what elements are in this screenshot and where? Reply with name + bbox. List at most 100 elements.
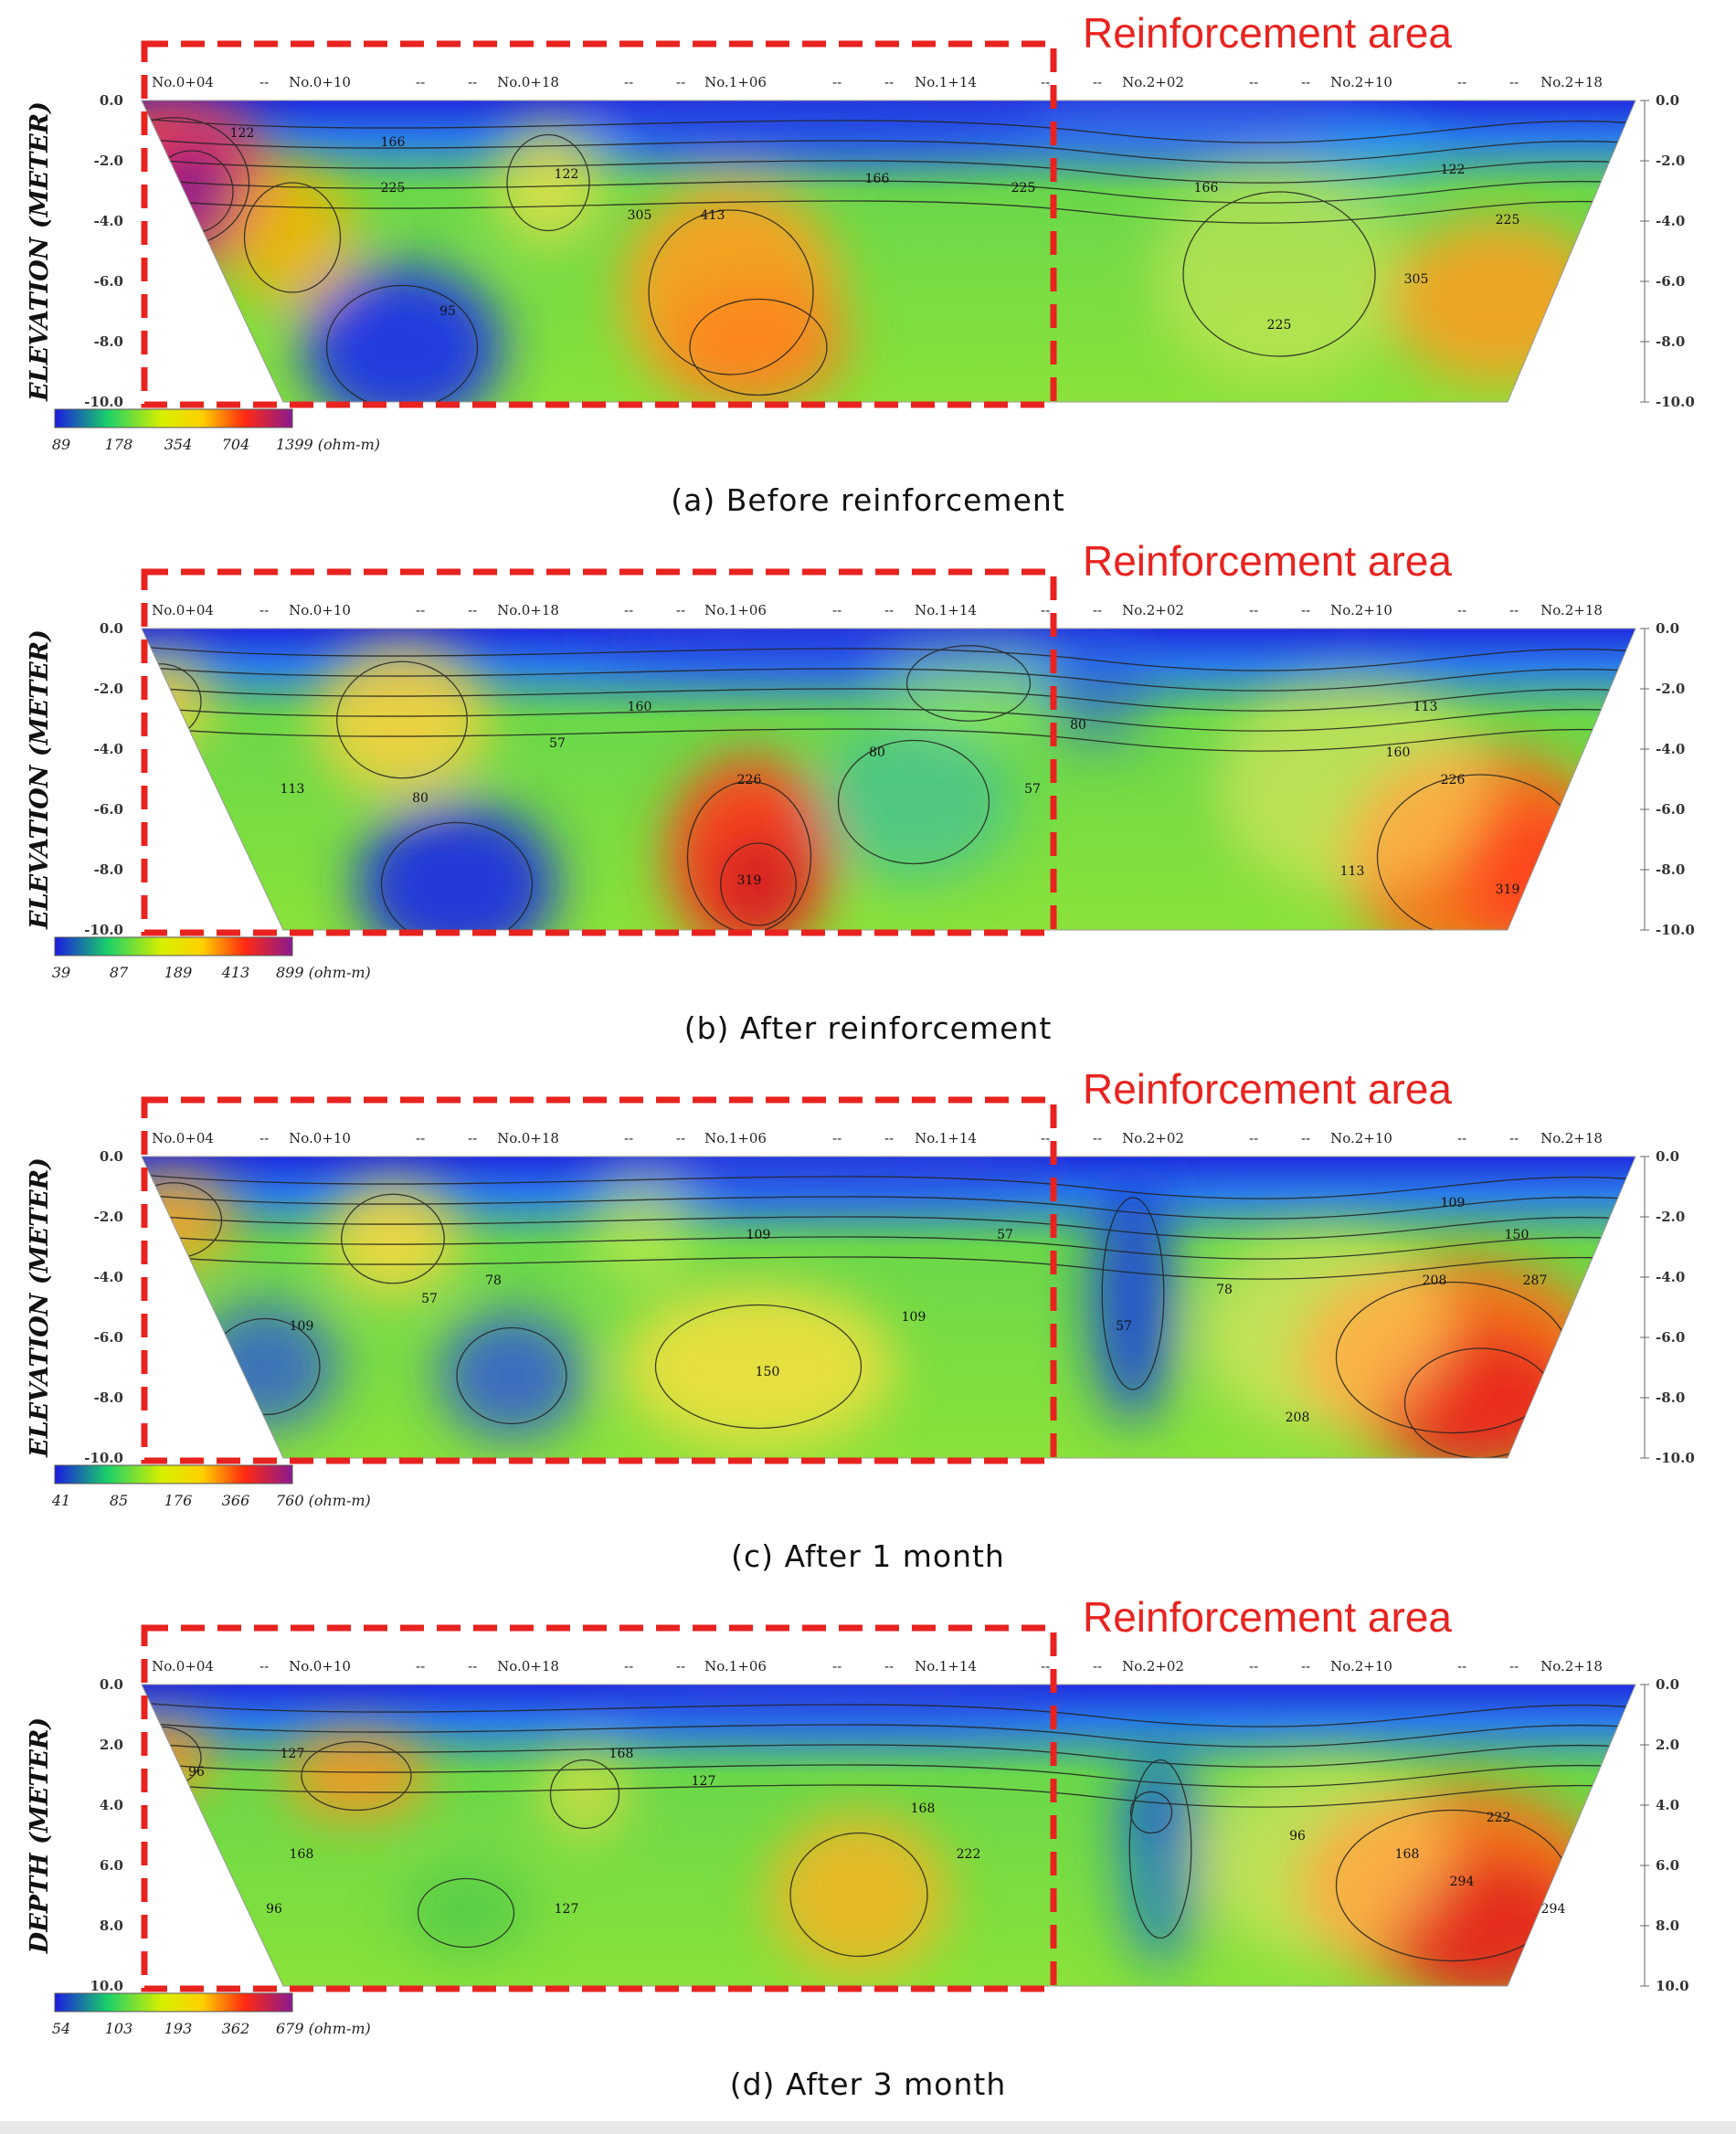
station-label: No.0+04 xyxy=(152,1130,214,1146)
resistivity-anomaly xyxy=(1389,219,1608,384)
contour-label: 166 xyxy=(1194,181,1219,195)
station-dash: -- xyxy=(1301,602,1310,618)
panel-b: 113 80 57 160 226 319 80 57 113 160 226 319 113 80 ELE… xyxy=(0,528,1736,1062)
reinforcement-area-label: Reinforcement area xyxy=(1083,1065,1452,1113)
station-dash: -- xyxy=(676,1658,685,1674)
contour-label: 168 xyxy=(1395,1847,1420,1862)
contour-label: 168 xyxy=(609,1747,634,1761)
station-dash: -- xyxy=(884,1130,894,1146)
contour-label: 95 xyxy=(439,304,456,319)
resistivity-section-c: 109 57 78 109 109 150 57 109 150 208 287 57 78 208 ELE… xyxy=(26,1065,1695,1509)
colorbar-tick: 1399 (ohm-m) xyxy=(276,436,380,453)
y-tick-left: -6.0 xyxy=(94,273,123,290)
resistivity-field xyxy=(142,1157,1635,1458)
station-label: No.0+18 xyxy=(497,1130,559,1146)
resistivity-anomaly xyxy=(356,802,557,930)
contour-label: 150 xyxy=(1505,1228,1530,1242)
y-tick-right: 10.0 xyxy=(1656,1978,1689,1994)
y-tick-left: -10.0 xyxy=(84,1450,123,1466)
colorbar-tick: 679 (ohm-m) xyxy=(276,2020,371,2037)
contour-line xyxy=(654,1304,863,1430)
colorbar-tick: 704 xyxy=(222,436,250,453)
y-tick-right: -6.0 xyxy=(1656,801,1685,818)
contour-label: 122 xyxy=(1441,163,1466,177)
station-label: No.0+10 xyxy=(289,74,351,90)
y-tick-right: -4.0 xyxy=(1656,741,1685,757)
contour-label: 168 xyxy=(911,1801,936,1816)
contour-line xyxy=(142,666,1635,692)
y-tick-left: 0.0 xyxy=(100,620,123,637)
station-dash: -- xyxy=(1301,74,1310,90)
y-tick-right: -2.0 xyxy=(1656,153,1685,169)
resistivity-anomaly xyxy=(324,1179,461,1298)
resistivity-anomaly xyxy=(539,1748,630,1840)
contour-label: 80 xyxy=(869,745,885,760)
colorbar-tick: 85 xyxy=(110,1492,128,1509)
y-tick-left: 4.0 xyxy=(100,1797,123,1813)
contour-line xyxy=(142,138,1635,164)
contour-line xyxy=(1182,191,1376,357)
station-dash: -- xyxy=(1041,1658,1050,1674)
contour-label: 78 xyxy=(485,1273,502,1288)
station-dash: -- xyxy=(1093,602,1102,618)
contour-label: 305 xyxy=(1404,272,1429,287)
section-outline xyxy=(141,628,1636,931)
y-tick-right: 0.0 xyxy=(1656,1676,1679,1693)
station-label: No.2+10 xyxy=(1330,1658,1392,1674)
station-label: No.1+06 xyxy=(704,602,767,618)
station-dash: -- xyxy=(832,74,842,90)
station-dash: -- xyxy=(1509,1658,1519,1674)
contour-label: 287 xyxy=(1523,1273,1548,1288)
contour-line xyxy=(142,178,1635,204)
y-tick-right: -6.0 xyxy=(1656,273,1685,290)
reinforcement-area-label: Reinforcement area xyxy=(1083,1593,1452,1641)
resistivity-anomaly xyxy=(1042,629,1151,747)
resistivity-anomaly xyxy=(1119,1730,1201,1968)
resistivity-anomaly xyxy=(493,119,603,247)
contour-label: 80 xyxy=(1070,718,1086,733)
contour-line xyxy=(549,1759,620,1830)
y-tick-right: -2.0 xyxy=(1656,681,1685,697)
reinforcement-area-box xyxy=(141,40,1057,408)
station-label: No.0+10 xyxy=(289,1130,351,1146)
y-tick-left: -10.0 xyxy=(84,394,123,410)
y-tick-right: 0.0 xyxy=(1656,620,1679,637)
contour-label: 294 xyxy=(1541,1902,1566,1917)
station-dash: -- xyxy=(1457,1658,1466,1674)
colorbar-tick: 87 xyxy=(110,964,129,981)
resistivity-anomaly xyxy=(315,642,489,798)
resistivity-anomaly xyxy=(402,1867,530,1959)
station-dash: -- xyxy=(832,602,842,618)
panel-c: 109 57 78 109 109 150 57 109 150 208 287 57 78 208 ELE… xyxy=(0,1056,1736,1590)
station-label: No.1+14 xyxy=(915,1130,977,1146)
y-tick-left: -10.0 xyxy=(84,922,123,938)
resistivity-anomaly xyxy=(667,283,850,402)
station-dash: -- xyxy=(416,1130,425,1146)
resistivity-anomaly xyxy=(1215,674,1489,893)
y-tick-left: -8.0 xyxy=(94,861,123,878)
station-dash: -- xyxy=(468,1658,477,1674)
resistivity-field xyxy=(142,629,1635,930)
station-dash: -- xyxy=(884,1658,894,1674)
contour-label: 127 xyxy=(555,1902,579,1917)
contour-line xyxy=(142,1702,1635,1727)
contour-line xyxy=(506,133,590,232)
resistivity-anomaly xyxy=(1005,100,1371,155)
station-label: No.0+04 xyxy=(152,1658,214,1674)
contour-label: 80 xyxy=(412,791,429,806)
station-label: No.1+06 xyxy=(704,1130,767,1146)
colorbar-tick: 54 xyxy=(52,2020,70,2037)
contour-label: 319 xyxy=(1496,882,1520,897)
contour-label: 78 xyxy=(1216,1283,1233,1297)
station-dash: -- xyxy=(1249,602,1258,618)
contour-label: 127 xyxy=(692,1774,716,1789)
resistivity-anomaly xyxy=(621,1284,895,1449)
station-dash: -- xyxy=(1093,1130,1102,1146)
station-dash: -- xyxy=(259,74,269,90)
reinforcement-area-box xyxy=(141,1624,1057,1992)
section-outline xyxy=(141,100,1636,403)
station-dash: -- xyxy=(1249,74,1258,90)
contour-line xyxy=(905,645,1032,722)
resistivity-field xyxy=(142,100,1635,402)
y-tick-right: -10.0 xyxy=(1656,1450,1695,1466)
